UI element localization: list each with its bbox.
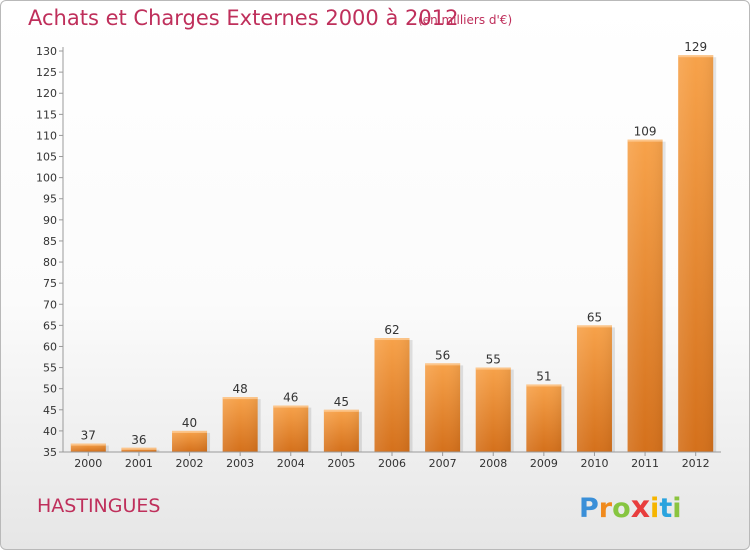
bar-shine xyxy=(425,363,461,452)
x-tick-label: 2008 xyxy=(479,457,507,470)
y-tick-label: 100 xyxy=(36,172,57,185)
data-label: 51 xyxy=(536,369,551,383)
bar-top-highlight xyxy=(374,338,410,341)
x-tick-label: 2002 xyxy=(176,457,204,470)
y-tick-label: 35 xyxy=(43,446,57,459)
y-tick-label: 80 xyxy=(43,256,57,269)
x-tick-label: 2006 xyxy=(378,457,406,470)
data-label: 36 xyxy=(131,433,146,447)
data-label: 62 xyxy=(384,323,399,337)
bar-top-highlight xyxy=(678,55,714,58)
x-tick-label: 2005 xyxy=(327,457,355,470)
bar-shine xyxy=(121,447,157,452)
y-tick-label: 110 xyxy=(36,129,57,142)
bar-shine xyxy=(526,384,562,452)
y-tick-label: 125 xyxy=(36,66,57,79)
logo-letter: r xyxy=(598,493,613,524)
logo-letter: P xyxy=(579,493,599,524)
bar-top-highlight xyxy=(222,397,258,400)
y-tick-label: 115 xyxy=(36,108,57,121)
y-tick-label: 105 xyxy=(36,151,57,164)
y-tick-label: 70 xyxy=(43,298,57,311)
y-tick-label: 55 xyxy=(43,362,57,375)
data-label: 45 xyxy=(334,395,349,409)
x-tick-label: 2001 xyxy=(125,457,153,470)
x-tick-label: 2010 xyxy=(580,457,608,470)
y-tick-label: 120 xyxy=(36,87,57,100)
bars: 37 36 40 48 46 45 62 56 55 51 65 109 129 xyxy=(70,40,717,453)
y-tick-label: 90 xyxy=(43,214,57,227)
y-axis: 35 40 45 50 55 60 65 70 75 80 85 90 95 100 105 110 115 12… xyxy=(36,45,64,459)
proxiti-logo: Proxiti xyxy=(579,490,682,525)
bar-top-highlight xyxy=(576,325,612,328)
bar-shine xyxy=(475,367,511,452)
chart-unit: (en milliers d'€) xyxy=(418,13,513,27)
bar-shine xyxy=(273,405,309,452)
bar-top-highlight xyxy=(273,405,309,408)
y-tick-label: 85 xyxy=(43,235,57,248)
data-label: 37 xyxy=(81,429,96,443)
y-tick-label: 65 xyxy=(43,319,57,332)
bar-shine xyxy=(70,443,106,452)
data-label: 55 xyxy=(486,353,501,367)
x-tick-label: 2007 xyxy=(429,457,457,470)
data-label: 65 xyxy=(587,310,602,324)
bar-top-highlight xyxy=(627,139,663,142)
logo-letter: t xyxy=(659,493,673,524)
y-tick-label: 50 xyxy=(43,383,57,396)
x-tick-label: 2009 xyxy=(530,457,558,470)
data-label: 40 xyxy=(182,416,197,430)
bar-top-highlight xyxy=(323,409,359,412)
y-tick-label: 40 xyxy=(43,425,57,438)
x-tick-label: 2000 xyxy=(74,457,102,470)
bar-top-highlight xyxy=(526,384,562,387)
bar-shine xyxy=(678,55,714,452)
y-tick-label: 45 xyxy=(43,404,57,417)
y-tick-label: 95 xyxy=(43,193,57,206)
y-tick-label: 75 xyxy=(43,277,57,290)
x-tick-label: 2012 xyxy=(682,457,710,470)
bar-top-highlight xyxy=(121,447,157,450)
bar-shine xyxy=(627,139,663,453)
commune-name: HASTINGUES xyxy=(37,495,161,517)
data-label: 56 xyxy=(435,348,450,362)
x-tick-label: 2004 xyxy=(277,457,305,470)
x-tick-label: 2003 xyxy=(226,457,254,470)
bar-top-highlight xyxy=(70,443,106,446)
bar-top-highlight xyxy=(475,367,511,370)
bar-shine xyxy=(222,397,258,452)
logo-letter: x xyxy=(630,490,651,525)
logo-letter: i xyxy=(672,493,682,524)
bar-top-highlight xyxy=(425,363,461,366)
data-label: 109 xyxy=(634,125,657,139)
logo-letter: i xyxy=(650,493,660,524)
bar-top-highlight xyxy=(172,430,208,433)
bar-shine xyxy=(172,430,208,452)
y-tick-label: 130 xyxy=(36,45,57,58)
x-tick-label: 2011 xyxy=(631,457,659,470)
data-label: 46 xyxy=(283,391,298,405)
bar-shine xyxy=(576,325,612,452)
x-axis: 2000 2001 2002 2003 2004 2005 2006 2007 2008 2009… xyxy=(63,451,721,470)
chart-title: Achats et Charges Externes 2000 à 2012 xyxy=(28,6,459,30)
y-tick-label: 60 xyxy=(43,340,57,353)
bar-shine xyxy=(374,338,410,452)
data-label: 48 xyxy=(233,382,248,396)
data-label: 129 xyxy=(684,40,707,54)
logo-letter: o xyxy=(612,493,631,524)
bar-shine xyxy=(323,409,359,452)
